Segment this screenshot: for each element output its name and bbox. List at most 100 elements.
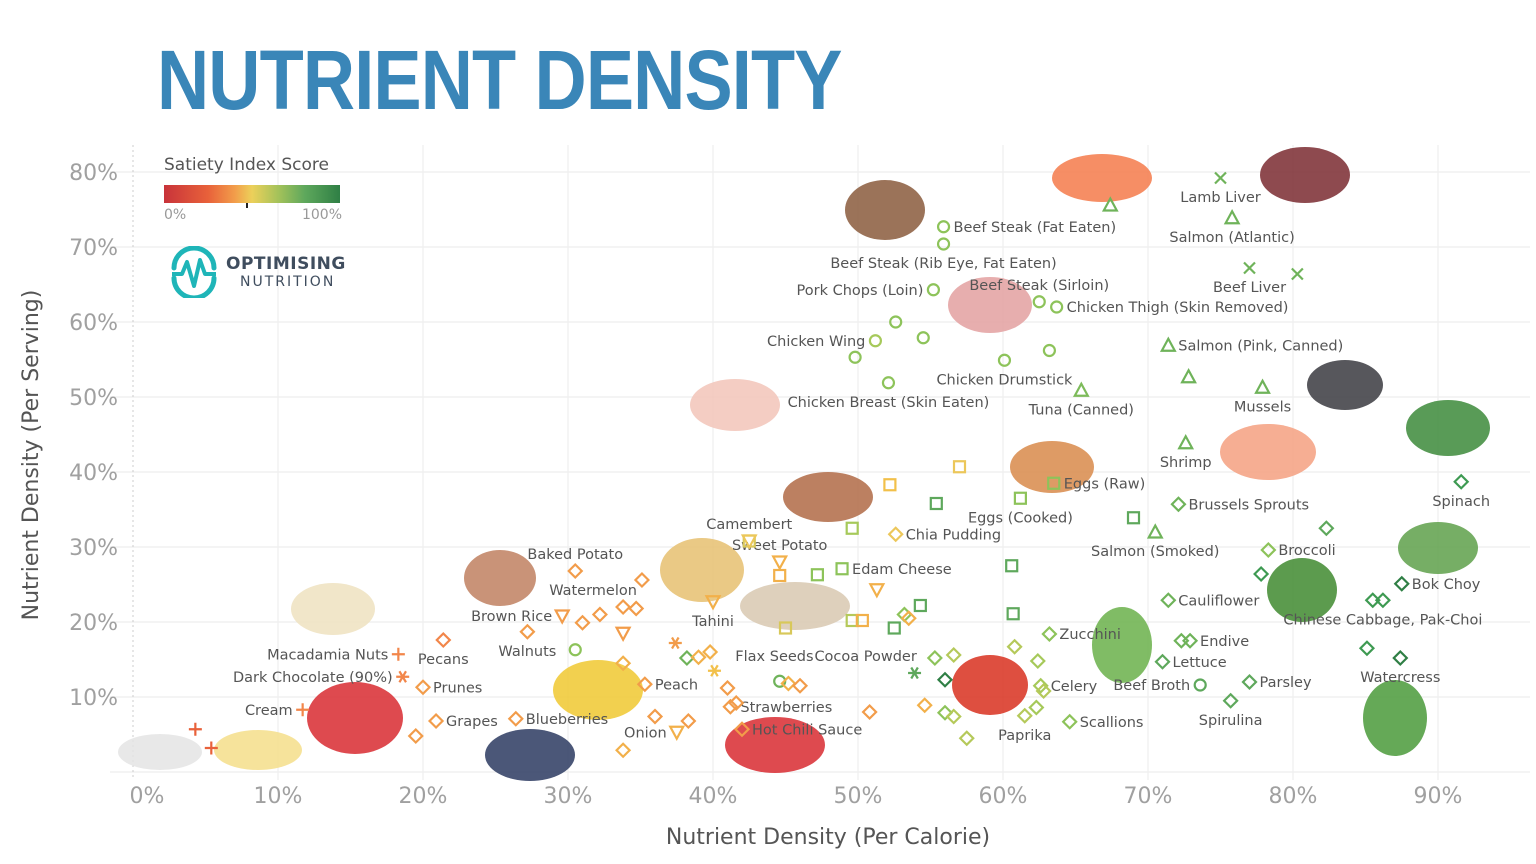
point-point[interactable] xyxy=(574,614,591,631)
point-salmon-atlantic[interactable]: Salmon (Atlantic) xyxy=(1169,208,1295,246)
point-point[interactable] xyxy=(1180,367,1197,384)
point-pork-chops-loin[interactable]: Pork Chops (Loin) xyxy=(797,283,941,299)
point-point[interactable] xyxy=(728,694,745,712)
point-point[interactable] xyxy=(615,598,632,616)
point-walnuts[interactable]: Walnuts xyxy=(498,623,556,660)
point-flax-seeds[interactable]: Flax Seeds xyxy=(668,636,814,666)
point-strawberries[interactable]: Strawberries xyxy=(722,698,832,716)
point-parsley[interactable]: Parsley xyxy=(1241,673,1312,691)
point-point[interactable] xyxy=(1291,267,1304,281)
point-point[interactable] xyxy=(646,708,664,725)
point-scallions[interactable]: Scallions xyxy=(1061,713,1143,731)
point-broccoli[interactable]: Broccoli xyxy=(1260,541,1336,559)
point-watermelon[interactable]: Watermelon xyxy=(549,571,651,600)
point-cocoa-powder[interactable]: Cocoa Powder xyxy=(707,649,917,677)
point-point[interactable] xyxy=(848,350,862,364)
point-pecans[interactable]: Pecans xyxy=(418,631,469,669)
point-dark-chocolate-90[interactable]: Dark Chocolate (90%) xyxy=(233,670,410,686)
point-salmon-smoked[interactable]: Salmon (Smoked) xyxy=(1091,523,1219,561)
point-tahini[interactable]: Tahini xyxy=(691,595,734,630)
point-beef-steak-rib-eye-fat-eaten[interactable]: Beef Steak (Rib Eye, Fat Eaten) xyxy=(830,237,1057,273)
point-point[interactable] xyxy=(1126,511,1141,525)
point-point[interactable] xyxy=(702,643,719,661)
point-beef-liver[interactable]: Beef Liver xyxy=(1213,261,1286,297)
point-point[interactable] xyxy=(680,712,697,730)
point-point[interactable] xyxy=(1101,196,1119,212)
point-point[interactable] xyxy=(740,534,758,550)
point-point[interactable] xyxy=(1318,520,1335,537)
point-point[interactable] xyxy=(1028,699,1045,716)
point-point[interactable] xyxy=(936,704,954,721)
point-point[interactable] xyxy=(1035,682,1052,700)
point-eggs-raw[interactable]: Eggs (Raw) xyxy=(1047,476,1145,492)
point-prunes[interactable]: Prunes xyxy=(414,679,483,696)
point-point[interactable] xyxy=(945,646,962,664)
point-celery[interactable]: Celery xyxy=(1032,677,1098,695)
point-point[interactable] xyxy=(1005,559,1019,573)
point-point[interactable] xyxy=(916,697,933,714)
point-point[interactable] xyxy=(690,649,707,666)
point-point[interactable] xyxy=(1006,607,1020,621)
point-point[interactable] xyxy=(778,621,793,635)
point-shrimp[interactable]: Shrimp xyxy=(1160,433,1212,471)
point-spinach[interactable]: Spinach xyxy=(1432,473,1490,510)
point-point[interactable] xyxy=(791,677,809,694)
point-point[interactable] xyxy=(1364,592,1381,609)
point-point[interactable] xyxy=(887,621,901,635)
point-point[interactable] xyxy=(628,600,645,617)
point-point[interactable] xyxy=(889,315,903,329)
point-watercress[interactable]: Watercress xyxy=(1360,649,1440,687)
point-point[interactable] xyxy=(908,666,922,680)
point-point[interactable] xyxy=(204,741,218,755)
point-grapes[interactable]: Grapes xyxy=(427,712,498,730)
point-point[interactable] xyxy=(845,521,859,535)
point-point[interactable] xyxy=(810,568,825,582)
point-blueberries[interactable]: Blueberries xyxy=(507,710,608,728)
point-point[interactable] xyxy=(780,675,797,692)
point-bok-choy[interactable]: Bok Choy xyxy=(1393,575,1481,593)
point-tuna-canned[interactable]: Tuna (Canned) xyxy=(1028,381,1134,419)
point-point[interactable] xyxy=(855,613,869,628)
point-spirulina[interactable]: Spirulina xyxy=(1199,692,1263,729)
point-point[interactable] xyxy=(1029,652,1046,670)
point-macadamia-nuts[interactable]: Macadamia Nuts xyxy=(267,647,405,663)
point-point[interactable] xyxy=(868,583,886,599)
point-point[interactable] xyxy=(861,703,878,721)
point-onion[interactable]: Onion xyxy=(624,725,686,741)
point-point[interactable] xyxy=(615,742,632,759)
point-lamb-liver[interactable]: Lamb Liver xyxy=(1180,171,1261,207)
point-salmon-pink-canned[interactable]: Salmon (Pink, Canned) xyxy=(1159,336,1344,354)
point-point[interactable] xyxy=(1042,343,1057,358)
point-point[interactable] xyxy=(1173,632,1190,649)
point-point[interactable] xyxy=(900,610,917,627)
point-point[interactable] xyxy=(614,626,632,643)
point-beef-steak-sirloin[interactable]: Beef Steak (Sirloin) xyxy=(969,278,1109,309)
point-point[interactable] xyxy=(1253,565,1270,583)
point-point[interactable] xyxy=(952,460,967,474)
point-point[interactable] xyxy=(719,679,736,697)
point-point[interactable] xyxy=(913,598,927,613)
point-baked-potato[interactable]: Baked Potato xyxy=(527,547,623,580)
point-point[interactable] xyxy=(936,671,954,688)
point-point[interactable] xyxy=(407,727,424,745)
point-chicken-drumstick[interactable]: Chicken Drumstick xyxy=(936,353,1073,389)
point-cauliflower[interactable]: Cauliflower xyxy=(1160,592,1260,609)
point-point[interactable] xyxy=(568,643,582,657)
point-sweet-potato[interactable]: Sweet Potato xyxy=(732,538,828,571)
point-chicken-wing[interactable]: Chicken Wing xyxy=(767,334,883,350)
point-point[interactable] xyxy=(883,478,897,492)
point-hot-chili-sauce[interactable]: Hot Chili Sauce xyxy=(733,721,863,738)
point-edam-cheese[interactable]: Edam Cheese xyxy=(835,562,952,578)
point-point[interactable] xyxy=(945,708,962,725)
point-beef-broth[interactable]: Beef Broth xyxy=(1113,678,1207,694)
point-chia-pudding[interactable]: Chia Pudding xyxy=(887,526,1001,543)
point-point[interactable] xyxy=(929,496,943,511)
point-chicken-thigh-skin-removed[interactable]: Chicken Thigh (Skin Removed) xyxy=(1050,300,1288,316)
point-lettuce[interactable]: Lettuce xyxy=(1154,653,1227,671)
point-mussels[interactable]: Mussels xyxy=(1234,378,1291,416)
point-brown-rice[interactable]: Brown Rice xyxy=(471,609,571,625)
point-point[interactable] xyxy=(188,722,202,736)
point-point[interactable] xyxy=(1006,638,1023,655)
point-eggs-cooked[interactable]: Eggs (Cooked) xyxy=(968,491,1073,527)
point-point[interactable] xyxy=(958,730,975,747)
